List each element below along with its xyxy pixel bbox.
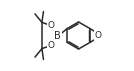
Text: O: O <box>47 41 54 50</box>
Text: O: O <box>47 21 54 30</box>
Text: O: O <box>95 31 102 40</box>
Text: B: B <box>54 31 61 40</box>
